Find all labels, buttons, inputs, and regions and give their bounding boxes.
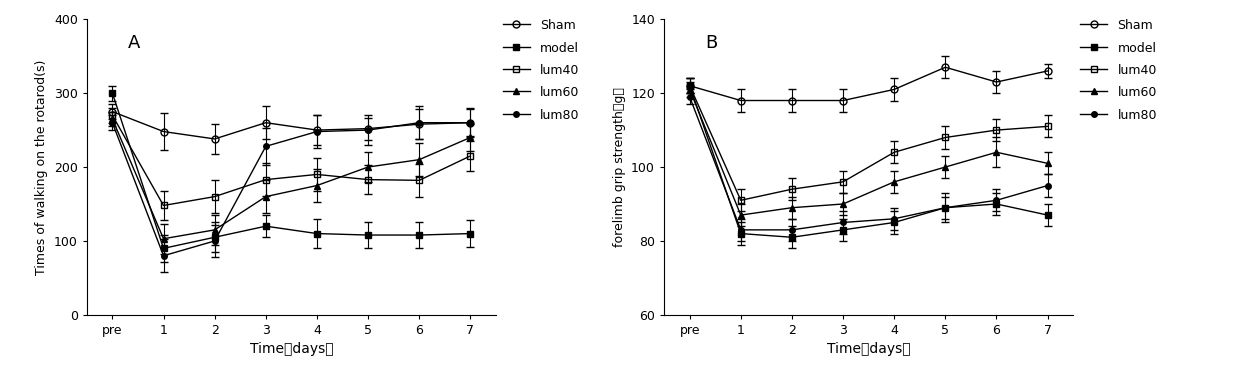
Text: B: B xyxy=(706,34,717,52)
Legend: Sham, model, lum40, lum60, lum80: Sham, model, lum40, lum60, lum80 xyxy=(502,19,579,122)
Text: A: A xyxy=(128,34,140,52)
Y-axis label: forelimb grip strength（g）: forelimb grip strength（g） xyxy=(613,87,626,247)
Legend: Sham, model, lum40, lum60, lum80: Sham, model, lum40, lum60, lum80 xyxy=(1080,19,1157,122)
X-axis label: Time（days）: Time（days） xyxy=(249,343,334,356)
Y-axis label: Times of walking on the rotarod(s): Times of walking on the rotarod(s) xyxy=(36,60,48,275)
X-axis label: Time（days）: Time（days） xyxy=(827,343,910,356)
